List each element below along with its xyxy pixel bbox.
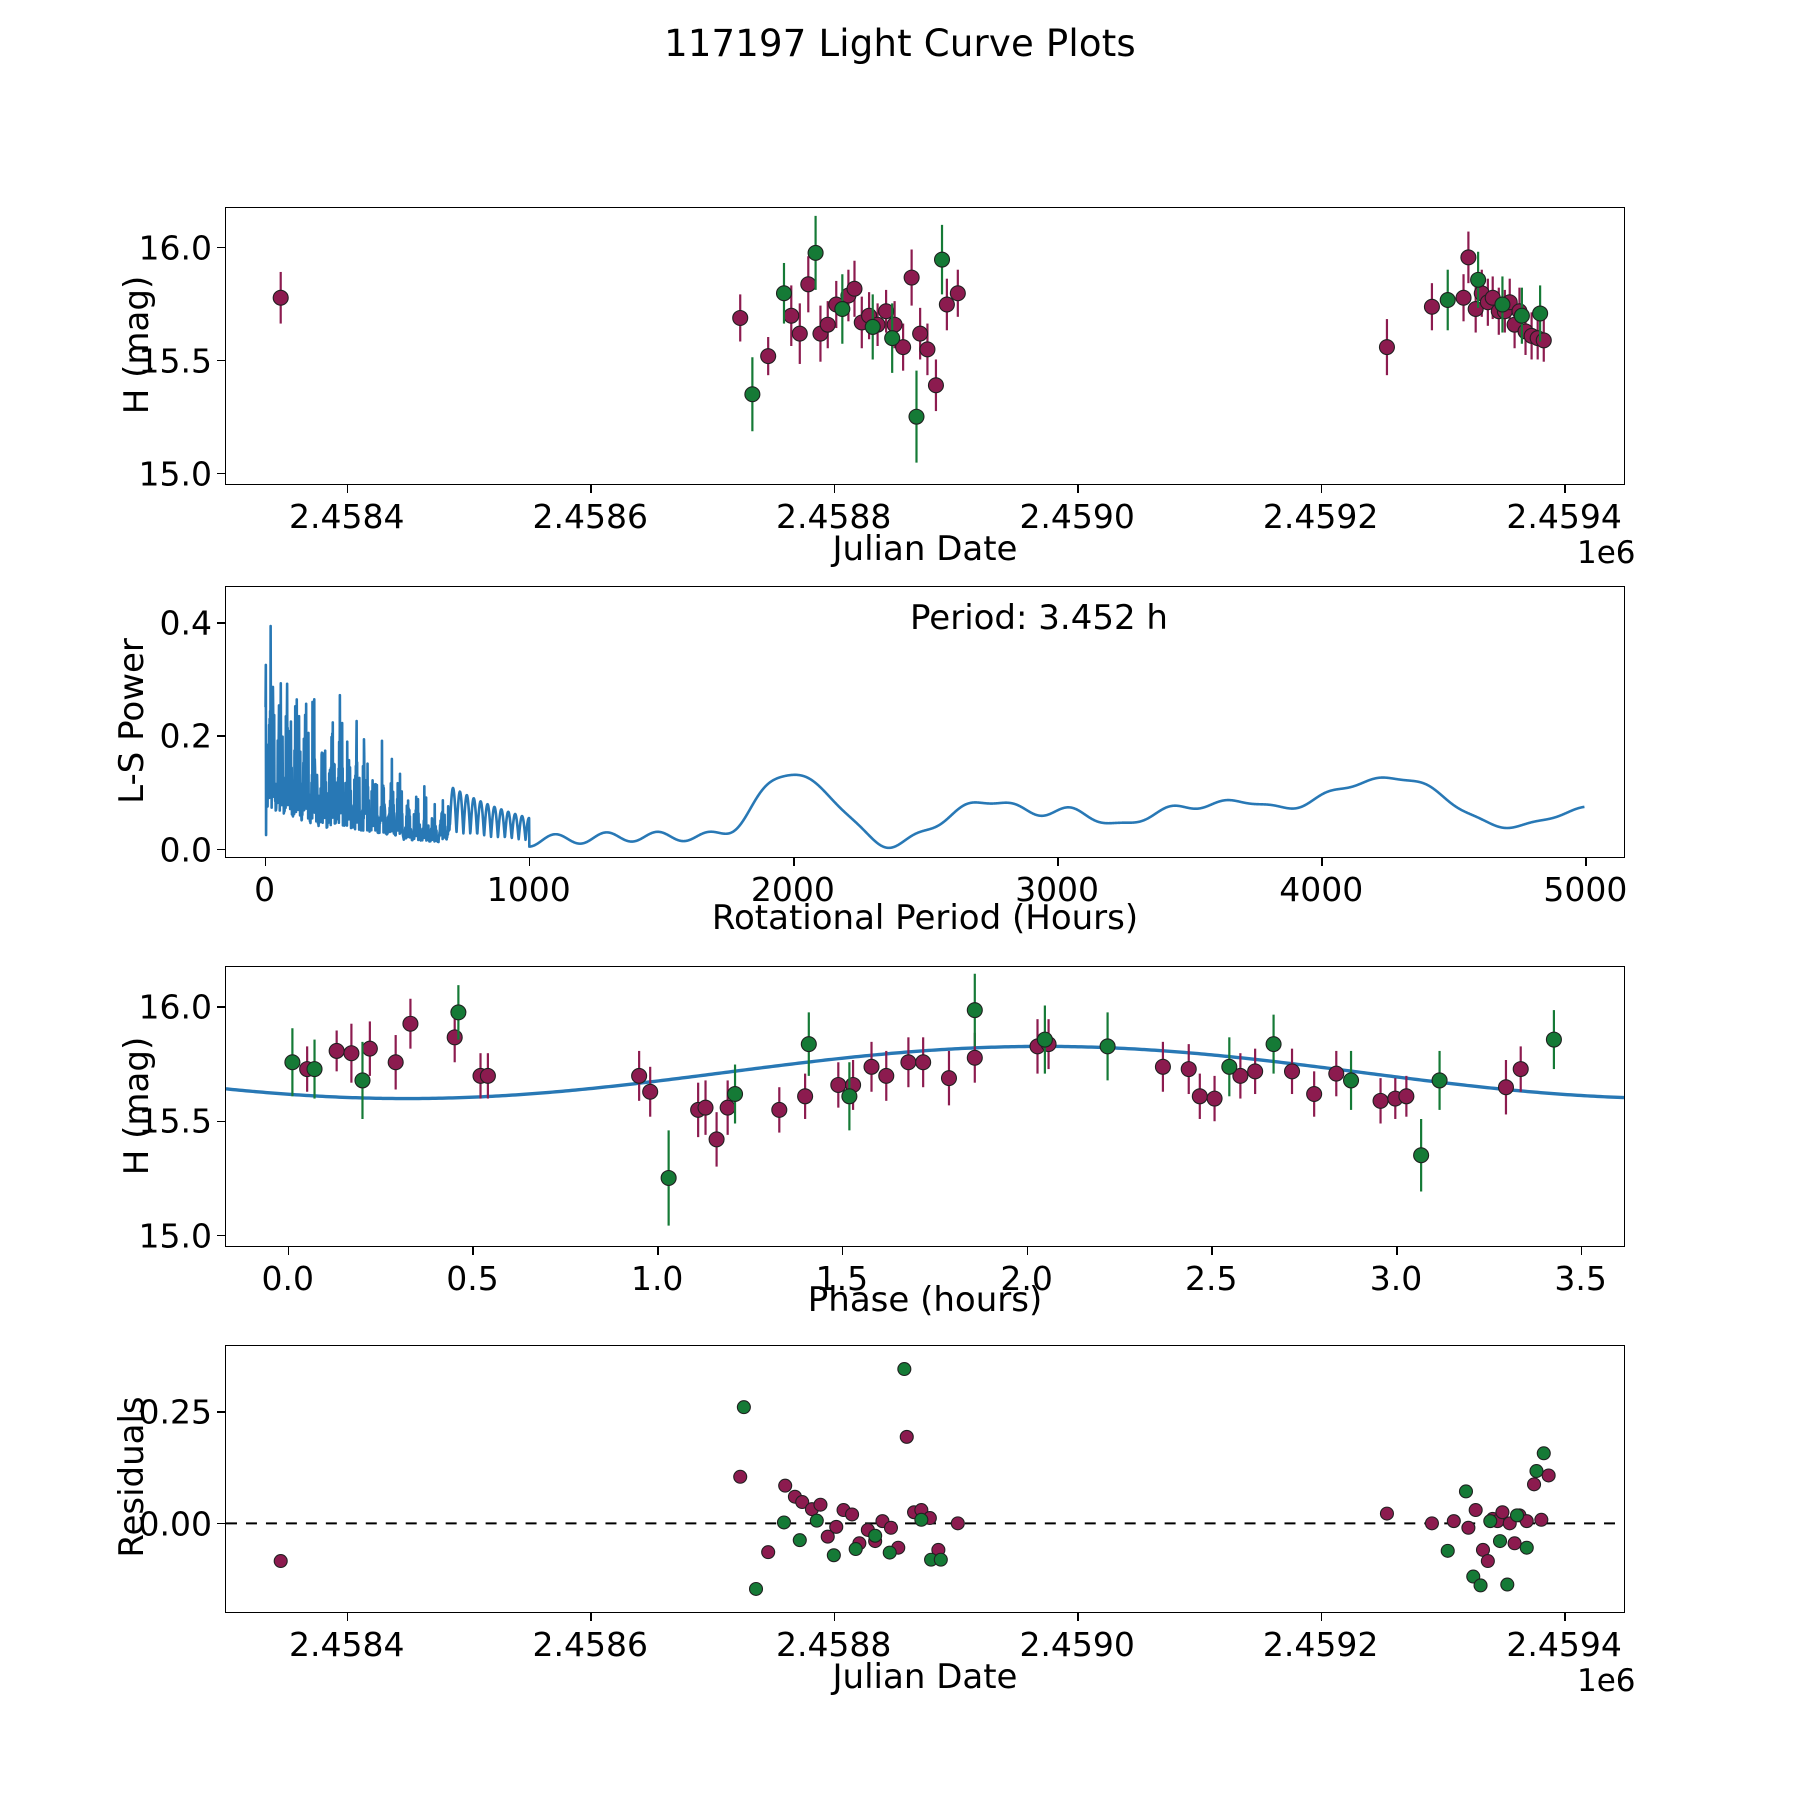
x-tick-mark	[1026, 1247, 1029, 1255]
x-tick-mark	[528, 858, 531, 866]
x-tick-mark	[590, 1613, 592, 1621]
y-tick-mark	[217, 1006, 225, 1008]
x-tick-label: 3000	[1015, 870, 1100, 909]
x-tick-mark	[1564, 1613, 1566, 1621]
periodogram-xlabel: Rotational Period (Hours)	[711, 898, 1139, 938]
x-tick-mark	[1320, 485, 1323, 493]
x-tick-mark	[346, 485, 349, 493]
y-tick-label: 0.2	[159, 716, 212, 756]
y-tick-mark	[217, 1120, 225, 1123]
y-tick-label: 0.4	[159, 603, 212, 643]
panel-periodogram: 0 1000 2000 3000 4000 5000 0.0 0.2 0.4 Period: 3…	[112, 586, 1627, 938]
periodogram-plot-area	[264, 624, 1586, 850]
panel-light-curve: 2.4584 2.4586 2.4588 2.4590 2.4592 2.4594 15.0…	[117, 207, 1636, 571]
x-tick-mark	[792, 858, 795, 866]
light-curve-offset-label: 1e6	[1577, 535, 1636, 571]
x-tick-mark	[833, 1613, 836, 1621]
x-tick-label: 2.4590	[1019, 1625, 1135, 1664]
x-tick-label: 2.4586	[532, 497, 648, 536]
phase-folded-plot-area	[226, 973, 1624, 1226]
x-tick-label: 2.4588	[775, 497, 892, 536]
x-tick-mark	[346, 1613, 349, 1621]
panel-phase-folded: 0.0 0.5 1.0 1.5 2.0 2.5 3.0 3.5 15.0 15.5 16.0 H (…	[117, 966, 1625, 1320]
x-tick-label: 2.5	[1185, 1259, 1238, 1298]
x-tick-label: 2.0	[1000, 1259, 1053, 1298]
x-tick-mark	[1211, 1247, 1213, 1255]
light-curve-xlabel: Julian Date	[832, 529, 1018, 569]
periodogram-axes	[225, 586, 1625, 858]
figure-title: 117197 Light Curve Plots	[664, 22, 1136, 65]
x-tick-mark	[1395, 1247, 1398, 1255]
y-tick-label: 0.0	[159, 830, 212, 869]
x-tick-label: 0	[254, 870, 276, 909]
residuals-axes	[225, 1345, 1625, 1613]
x-tick-label: 2.4592	[1262, 1625, 1379, 1664]
light-curve-plot-area	[272, 215, 1552, 463]
x-tick-label: 3.0	[1369, 1259, 1423, 1298]
light-curve-axes	[225, 207, 1625, 485]
residuals-xlabel: Julian Date	[832, 1657, 1018, 1697]
x-tick-mark	[1320, 1613, 1323, 1621]
y-tick-mark	[217, 246, 225, 249]
x-tick-label: 0.5	[446, 1259, 499, 1298]
x-tick-label: 1.0	[630, 1259, 684, 1298]
residuals-ylabel: Residuals	[112, 1396, 152, 1558]
x-tick-label: 2.4586	[532, 1625, 648, 1664]
x-tick-mark	[1077, 1613, 1079, 1621]
phase-folded-ylabel: H (mag)	[117, 1036, 157, 1176]
y-tick-label: 0.25	[138, 1392, 212, 1432]
y-tick-mark	[217, 1234, 225, 1237]
x-tick-label: 2000	[750, 870, 835, 909]
x-tick-label: 2.4584	[289, 497, 405, 536]
periodogram-ylabel: L-S Power	[112, 638, 152, 804]
y-tick-mark	[217, 359, 225, 362]
x-tick-mark	[287, 1247, 290, 1255]
x-tick-label: 2.4592	[1262, 497, 1379, 536]
x-tick-label: 2.4590	[1019, 497, 1135, 536]
panel-residuals: 2.4584 2.4586 2.4588 2.4590 2.4592 2.4594 0.00…	[112, 1345, 1636, 1699]
x-tick-mark	[1580, 1247, 1583, 1255]
y-tick-label: 16.0	[138, 228, 212, 268]
x-tick-label: 2.4588	[775, 1625, 892, 1664]
x-tick-label: 5000	[1543, 870, 1628, 909]
y-tick-mark	[217, 735, 225, 737]
light-curve-ylabel: H (mag)	[117, 275, 157, 415]
x-tick-label: 0.0	[261, 1259, 315, 1298]
x-tick-label: 4000	[1279, 870, 1364, 909]
x-tick-label: 1.5	[815, 1259, 869, 1298]
x-tick-mark	[1585, 858, 1587, 866]
x-tick-mark	[657, 1247, 659, 1255]
x-tick-label: 2.4594	[1506, 497, 1622, 536]
x-tick-label: 1000	[486, 870, 571, 909]
x-tick-mark	[841, 1247, 844, 1255]
x-tick-mark	[833, 485, 836, 493]
x-tick-mark	[472, 1247, 475, 1255]
y-tick-label: 15.5	[138, 1101, 212, 1141]
x-tick-mark	[264, 858, 267, 866]
x-tick-mark	[1077, 485, 1079, 493]
residuals-plot-area	[226, 1362, 1624, 1596]
x-tick-mark	[1321, 858, 1323, 866]
y-tick-mark	[217, 848, 225, 851]
y-tick-mark	[217, 472, 225, 475]
residuals-offset-label: 1e6	[1577, 1663, 1636, 1699]
x-tick-mark	[1057, 858, 1059, 866]
x-tick-label: 2.4584	[289, 1625, 405, 1664]
y-tick-label: 15.5	[138, 341, 212, 381]
x-tick-label: 3.5	[1554, 1259, 1607, 1298]
y-tick-label: 0.00	[138, 1504, 212, 1544]
x-tick-label: 2.4594	[1506, 1625, 1622, 1664]
y-tick-label: 15.0	[138, 454, 212, 494]
y-tick-mark	[217, 1522, 225, 1525]
y-tick-mark	[217, 1411, 225, 1413]
period-annotation: Period: 3.452 h	[910, 598, 1168, 638]
phase-folded-xlabel: Phase (hours)	[807, 1280, 1043, 1320]
x-tick-mark	[590, 485, 592, 493]
y-tick-label: 15.0	[138, 1216, 212, 1256]
y-tick-mark	[217, 622, 225, 624]
y-tick-label: 16.0	[138, 987, 212, 1027]
phase-folded-axes	[225, 966, 1625, 1247]
x-tick-mark	[1564, 485, 1566, 493]
